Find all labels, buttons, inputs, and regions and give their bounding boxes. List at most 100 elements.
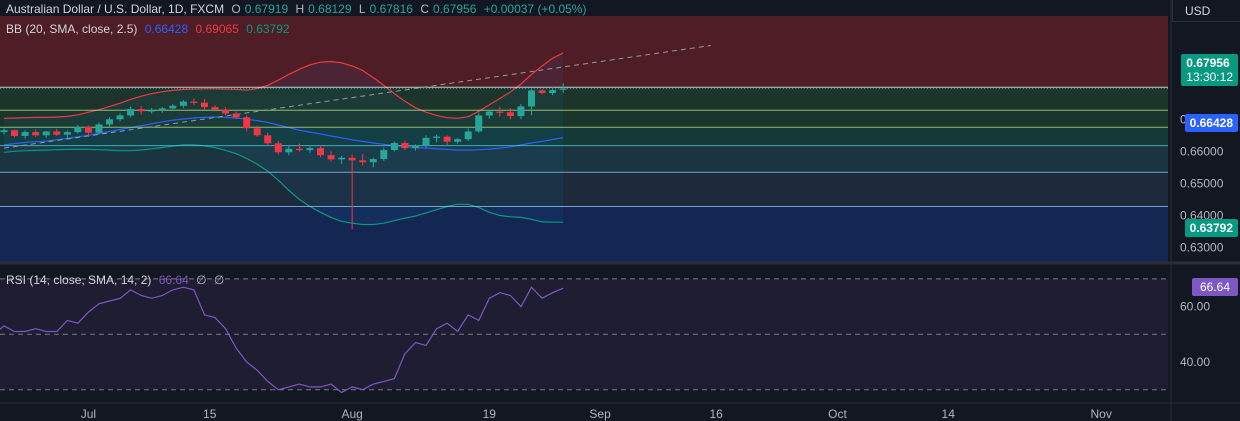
- price-tick-label: 0.63000: [1180, 241, 1224, 255]
- candle-body: [127, 109, 135, 116]
- bb-basis-badge-value: 0.66428: [1189, 116, 1233, 130]
- horizontal-levels[interactable]: [0, 86, 1168, 208]
- time-axis-label: 14: [942, 407, 956, 421]
- level-band: [0, 16, 1168, 88]
- rsi-badge-value: 66.64: [1199, 280, 1230, 294]
- rsi-tick-label: 60.00: [1180, 300, 1210, 314]
- rsi-badge: 66.64: [1191, 278, 1238, 296]
- rsi-line: [0, 286, 564, 394]
- rsi-legend[interactable]: RSI (14, close, SMA, 14, 2) 66.64 ∅ ∅: [6, 273, 228, 287]
- currency-button[interactable]: USD: [1172, 0, 1240, 22]
- rsi-legend-na-2: ∅: [213, 273, 225, 287]
- bb-legend-label[interactable]: BB (20, SMA, close, 2.5): [6, 22, 138, 36]
- candle-body: [74, 126, 82, 133]
- ohlc-high-value: 0.68129: [308, 2, 352, 16]
- symbol-legend[interactable]: Australian Dollar / U.S. Dollar, 1D, FXC…: [6, 2, 590, 16]
- candle-body: [411, 145, 419, 149]
- candle-body: [32, 132, 40, 136]
- level-band: [0, 110, 1168, 128]
- time-axis-label: Jul: [81, 407, 96, 421]
- candle-body: [95, 124, 103, 133]
- ohlc-high-label: H: [295, 2, 305, 16]
- candle-body: [454, 139, 462, 142]
- candle-body: [0, 130, 8, 133]
- candle-body: [464, 131, 472, 140]
- candle-body: [496, 111, 504, 113]
- candle-body: [306, 148, 314, 151]
- rsi-legend-label[interactable]: RSI (14, close, SMA, 14, 2): [6, 273, 152, 287]
- candle-body: [485, 111, 493, 116]
- candle-body: [53, 131, 61, 135]
- candle-body: [158, 108, 166, 111]
- time-axis-label: Oct: [828, 407, 847, 421]
- time-axis-label: 19: [483, 407, 497, 421]
- candle-body: [148, 110, 156, 112]
- candle-body: [42, 131, 50, 136]
- candle-body: [348, 157, 356, 161]
- candle-body: [106, 119, 113, 125]
- candle-body: [274, 143, 282, 153]
- bb-lower-line: [3, 144, 564, 226]
- bb-lower-value: 0.63792: [246, 22, 290, 36]
- candle-body: [137, 109, 145, 112]
- candle-body: [475, 115, 483, 132]
- symbol-title[interactable]: Australian Dollar / U.S. Dollar, 1D, FXC…: [6, 2, 225, 16]
- candle-body: [559, 88, 567, 90]
- trendline[interactable]: [3, 45, 711, 149]
- rsi-legend-na-1: ∅: [196, 273, 207, 287]
- candle-body: [200, 102, 208, 108]
- ohlc-close-value: 0.67956: [432, 2, 477, 16]
- candle-body: [401, 143, 409, 149]
- candle-body: [84, 126, 92, 133]
- candle-body: [211, 107, 219, 110]
- bb-basis-line: [3, 116, 564, 151]
- level-band: [0, 145, 1168, 173]
- bb-lower-badge-value: 0.63792: [1189, 221, 1233, 235]
- rsi-legend-value: 66.64: [158, 273, 189, 287]
- last-price-value: 0.67956: [1186, 56, 1230, 70]
- candle-body: [11, 130, 19, 136]
- bb-lower-badge: 0.63792: [1184, 219, 1238, 237]
- candle-body: [433, 136, 441, 138]
- ohlc-low-value: 0.67816: [369, 2, 413, 16]
- candle-body: [338, 157, 346, 160]
- time-axis-label: Aug: [341, 407, 362, 421]
- currency-label: USD: [1185, 4, 1211, 18]
- candle-body: [517, 106, 525, 117]
- bb-legend[interactable]: BB (20, SMA, close, 2.5) 0.66428 0.69065…: [6, 22, 294, 36]
- bb-basis-badge: 0.66428: [1184, 114, 1238, 132]
- last-price-badge: 0.67956 13:30:12: [1181, 54, 1238, 86]
- trendline-dashed: [3, 45, 711, 149]
- candle-body: [538, 90, 546, 93]
- candle-body: [369, 159, 377, 163]
- candle-body: [359, 160, 367, 163]
- rsi-pane: [0, 278, 1168, 394]
- price-tick-label: 0.66000: [1180, 144, 1224, 158]
- candle-body: [116, 115, 124, 120]
- level-band: [0, 127, 1168, 146]
- candle-body: [264, 135, 272, 144]
- candle-body: [169, 105, 177, 109]
- candle-body: [63, 132, 71, 135]
- candle-body: [190, 101, 198, 103]
- bb-upper-value: 0.69065: [195, 22, 239, 36]
- level-band: [0, 206, 1168, 262]
- candle-body: [327, 155, 335, 160]
- candle-body: [317, 148, 324, 156]
- candle-body: [243, 117, 251, 129]
- candle-body: [232, 113, 240, 118]
- ohlc-close-label: C: [420, 2, 429, 16]
- candle-body: [443, 136, 451, 142]
- level-band: [0, 172, 1168, 207]
- bb-basis-value: 0.66428: [144, 22, 189, 36]
- candle-body: [179, 101, 187, 106]
- time-axis-label: 16: [709, 407, 723, 421]
- ohlc-low-label: L: [358, 2, 366, 16]
- price-tick-label: 0.64000: [1180, 208, 1224, 222]
- time-axis-label: Sep: [589, 407, 611, 421]
- rsi-tick-label: 40.00: [1180, 355, 1210, 369]
- ohlc-change: +0.00037 (+0.05%): [483, 2, 587, 16]
- level-bands: [0, 16, 1168, 262]
